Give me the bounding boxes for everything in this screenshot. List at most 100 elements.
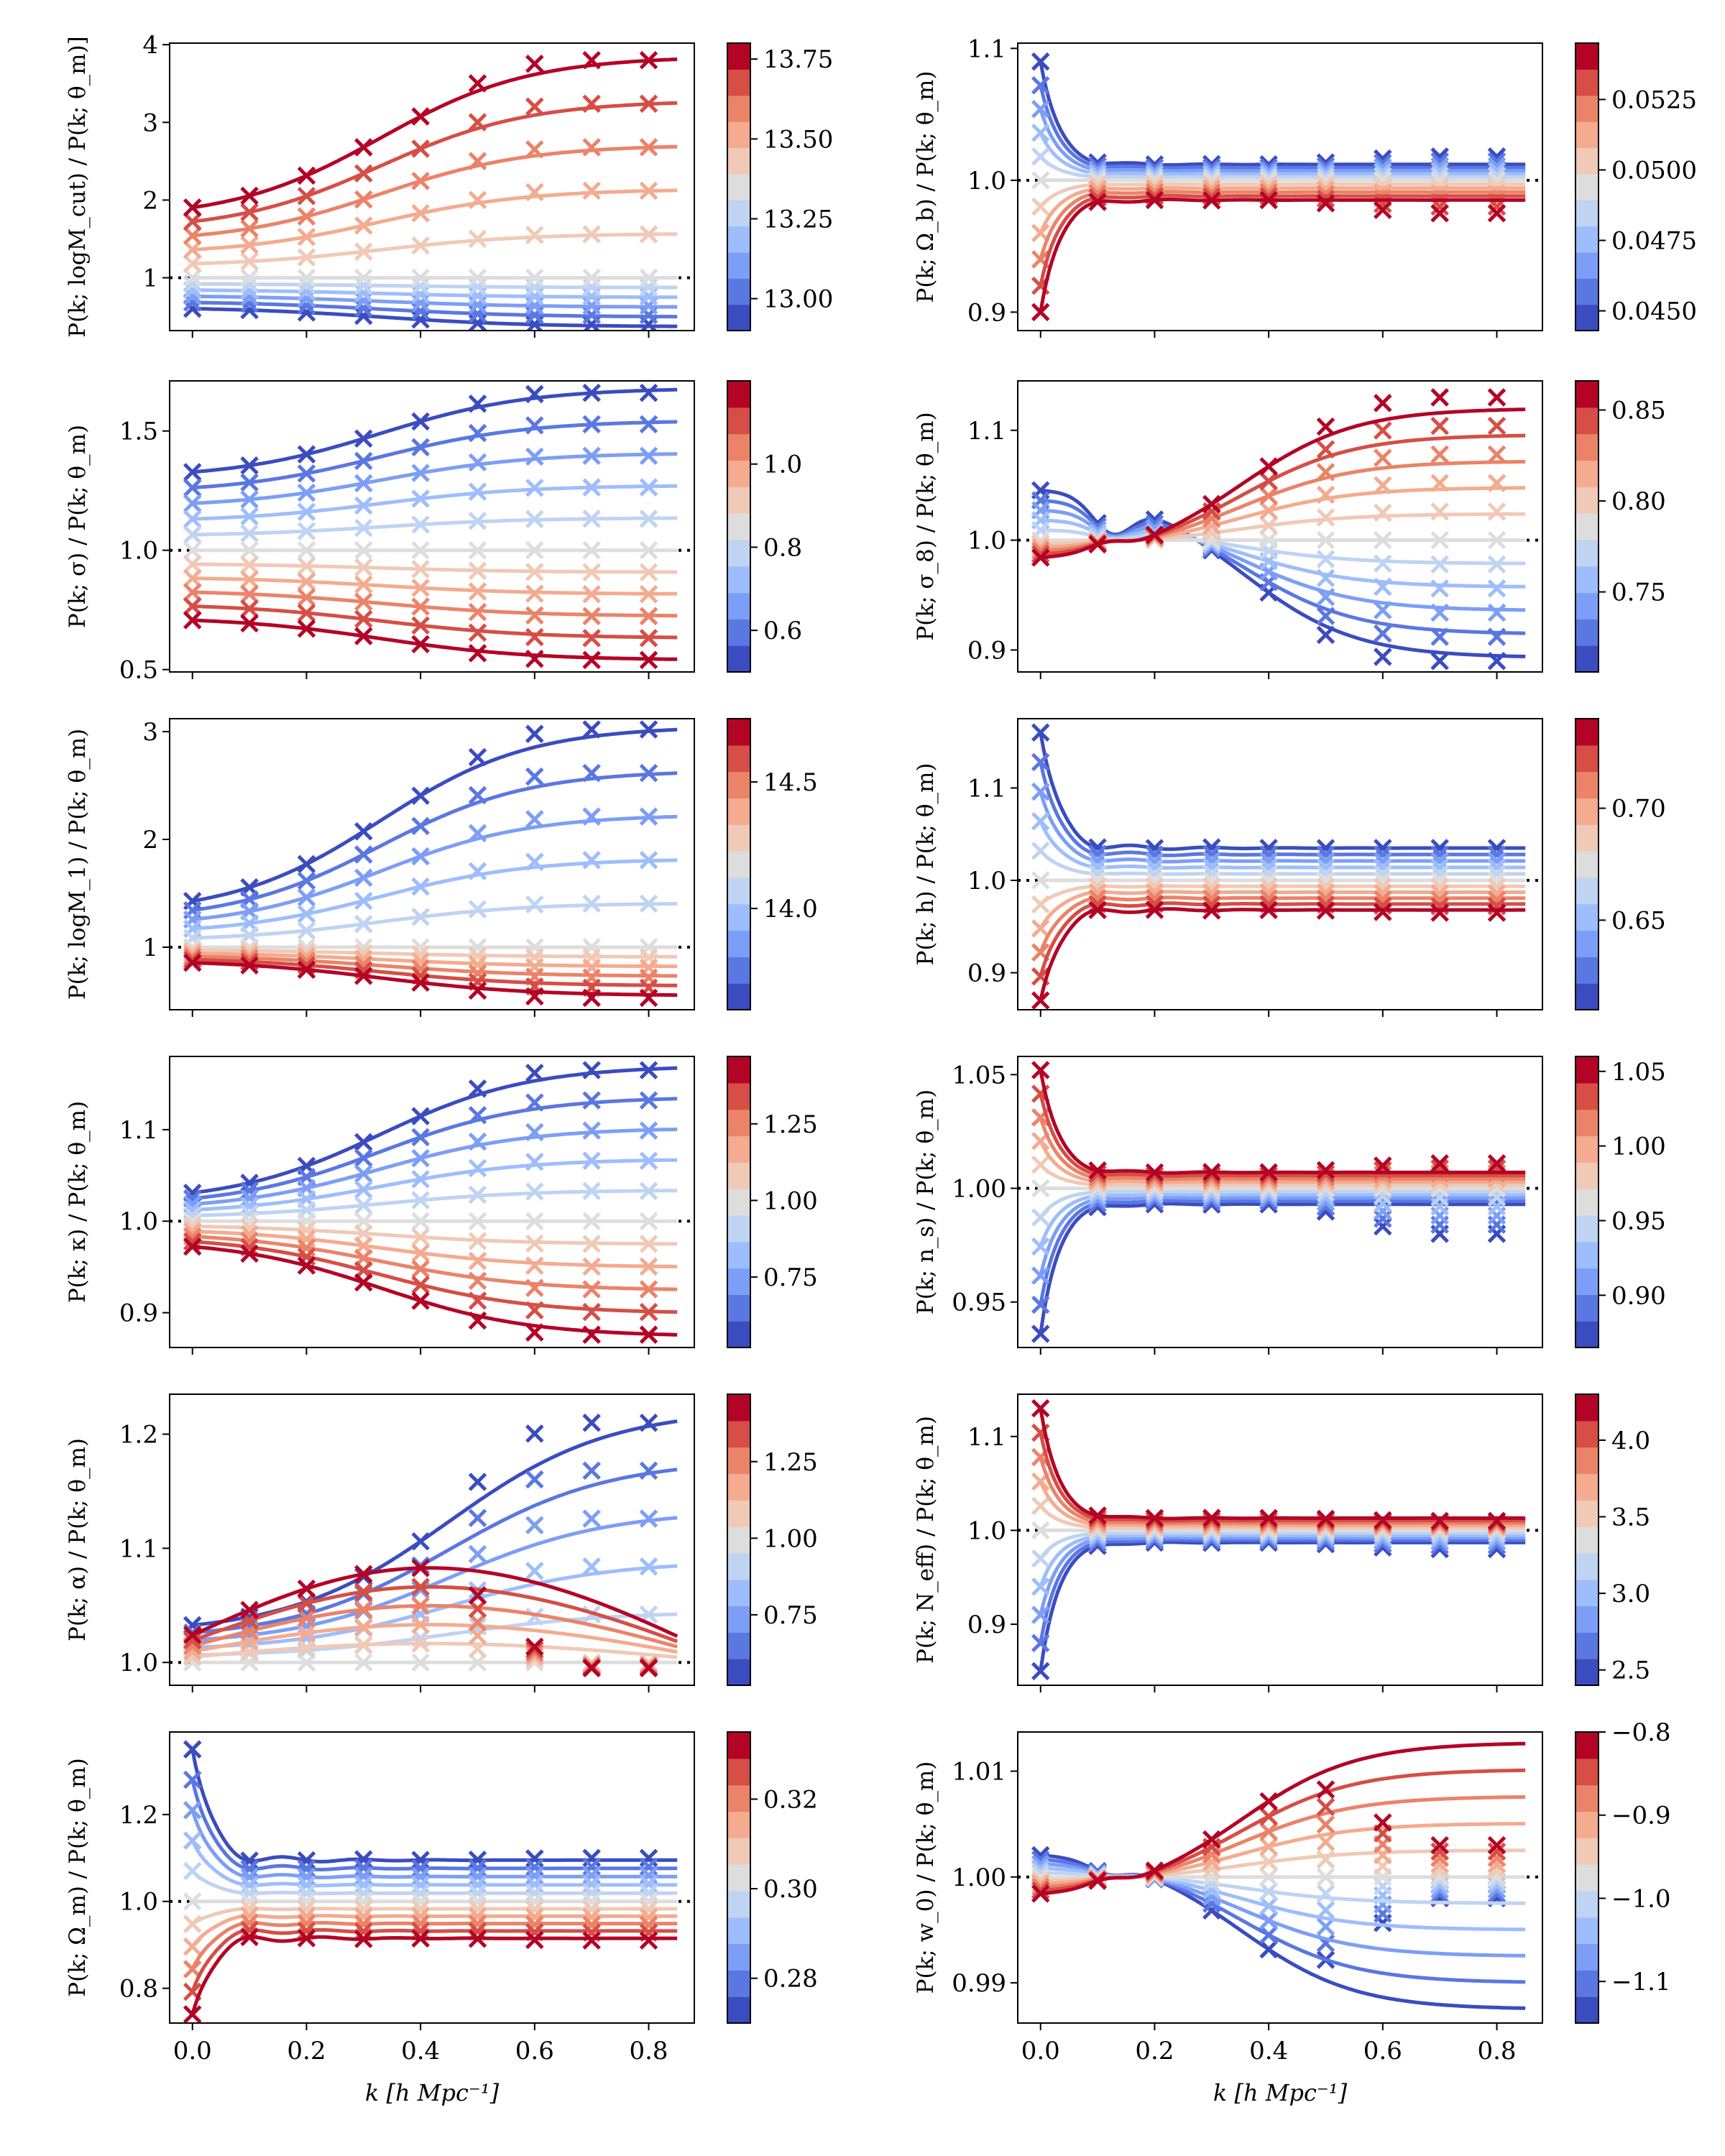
data-marker: [1259, 501, 1278, 520]
data-marker: [1031, 1662, 1050, 1681]
data-marker: [1145, 1163, 1164, 1182]
data-marker: [582, 1091, 601, 1110]
data-marker: [1031, 1325, 1050, 1343]
data-marker: [297, 268, 316, 287]
data-marker: [582, 1509, 601, 1528]
data-marker: [1259, 1897, 1278, 1915]
colorbar-tick-label: 14.5: [763, 768, 818, 797]
data-marker: [639, 1461, 658, 1480]
data-marker: [525, 724, 544, 743]
series-line: [1039, 901, 1526, 977]
colorbar-segment: [1576, 304, 1598, 331]
y-tick-label: 1: [142, 264, 158, 292]
colorbar-tick-label: 0.32: [763, 1785, 818, 1814]
data-marker: [411, 1291, 430, 1310]
data-marker: [411, 1907, 430, 1926]
colorbar-segment: [1576, 1162, 1598, 1189]
data-marker: [183, 540, 202, 560]
data-marker: [411, 847, 430, 866]
colorbar-tick-label: 1.00: [763, 1187, 818, 1215]
series-line: [192, 901, 678, 940]
colorbar-tick-label: 0.90: [1611, 1281, 1666, 1310]
data-marker: [468, 1907, 487, 1926]
data-marker: [297, 854, 316, 874]
colorbar-segment: [727, 1135, 750, 1163]
colorbar-segment: [727, 304, 750, 331]
data-marker: [582, 629, 601, 648]
series-line: [1039, 732, 1526, 852]
colorbar: 0.6 0.8 1.0: [727, 380, 802, 673]
data-marker: [183, 953, 202, 972]
data-marker: [354, 845, 373, 864]
data-marker: [582, 1892, 601, 1911]
colorbar-segment: [1576, 1579, 1598, 1607]
series-line: [1039, 193, 1526, 287]
colorbar-segment: [727, 1996, 750, 2024]
colorbar-segment: [727, 1189, 750, 1216]
data-marker: [240, 186, 259, 206]
data-marker: [1202, 901, 1221, 920]
data-marker: [411, 268, 430, 287]
data-marker: [240, 540, 259, 560]
data-marker: [411, 786, 430, 806]
colorbar-tick-label: 1.25: [763, 1448, 818, 1477]
series-line: [192, 484, 678, 521]
axes-frame: [1017, 1056, 1543, 1348]
data-marker: [411, 1128, 430, 1147]
y-tick-label: 3: [142, 718, 158, 747]
colorbar-segment: [1576, 719, 1598, 746]
data-marker: [1145, 1508, 1164, 1528]
y-tick-label: 0.9: [967, 636, 1006, 665]
data-marker: [582, 51, 601, 70]
data-marker: [297, 483, 316, 502]
y-tick-label: 1.00: [952, 1864, 1006, 1892]
colorbar-segment: [727, 903, 750, 931]
data-marker: [1374, 1202, 1392, 1221]
data-marker: [354, 868, 373, 888]
data-marker: [354, 451, 373, 471]
data-marker: [1430, 1511, 1449, 1531]
data-marker: [582, 1280, 601, 1299]
data-marker: [354, 609, 373, 628]
series-line: [192, 1158, 678, 1212]
data-marker: [297, 871, 316, 890]
colorbar-segment: [727, 619, 750, 646]
data-marker: [639, 1413, 658, 1432]
data-marker: [297, 166, 316, 185]
data-marker: [411, 540, 430, 560]
data-marker: [639, 1280, 658, 1299]
data-marker: [1374, 624, 1392, 643]
data-marker: [411, 107, 430, 126]
panel-sigma8: 0.91.01.1P(k; σ_8) / P(k; θ_m) 0.750.800.…: [913, 380, 1666, 679]
series-line: [190, 1927, 678, 1993]
colorbar-segment: [1576, 1732, 1598, 1759]
data-marker: [525, 384, 544, 404]
data-marker: [582, 1659, 601, 1677]
colorbar-segment: [727, 1890, 750, 1918]
data-marker: [297, 540, 316, 560]
colorbar-segment: [727, 1784, 750, 1812]
colorbar-tick-label: 0.65: [1611, 906, 1666, 935]
plot-area: [1018, 388, 1542, 671]
colorbar-segment: [1576, 1420, 1598, 1448]
axes-frame: [1017, 718, 1543, 1010]
data-marker: [1487, 474, 1506, 492]
colorbar-segment: [1576, 513, 1598, 540]
data-marker: [525, 1279, 544, 1297]
data-marker: [354, 1915, 373, 1933]
series-line: [191, 1585, 678, 1644]
y-tick-label: 0.9: [967, 298, 1006, 327]
data-marker: [639, 1121, 658, 1140]
data-marker: [297, 248, 316, 267]
data-marker: [525, 1892, 544, 1911]
data-marker: [582, 807, 601, 826]
series-line: [1039, 85, 1526, 170]
data-marker: [1259, 1163, 1278, 1182]
data-marker: [411, 816, 430, 836]
axes-frame: [1017, 42, 1543, 331]
colorbar-segment: [1576, 1189, 1598, 1216]
data-marker: [411, 635, 430, 654]
data-marker: [240, 1244, 259, 1263]
colorbar-segment: [1576, 1294, 1598, 1322]
data-marker: [1259, 1867, 1278, 1886]
